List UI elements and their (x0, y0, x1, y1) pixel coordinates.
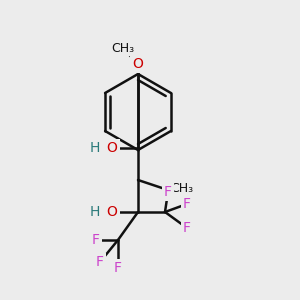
Text: F: F (92, 233, 100, 247)
Text: F: F (183, 197, 191, 211)
Text: O: O (133, 57, 143, 71)
Text: F: F (114, 261, 122, 275)
Text: O: O (106, 205, 117, 219)
Text: H: H (90, 205, 100, 219)
Text: F: F (164, 185, 172, 199)
Text: CH₃: CH₃ (170, 182, 193, 194)
Text: F: F (183, 221, 191, 235)
Text: F: F (96, 255, 104, 269)
Text: O: O (106, 141, 117, 155)
Text: H: H (90, 141, 100, 155)
Text: CH₃: CH₃ (111, 41, 135, 55)
